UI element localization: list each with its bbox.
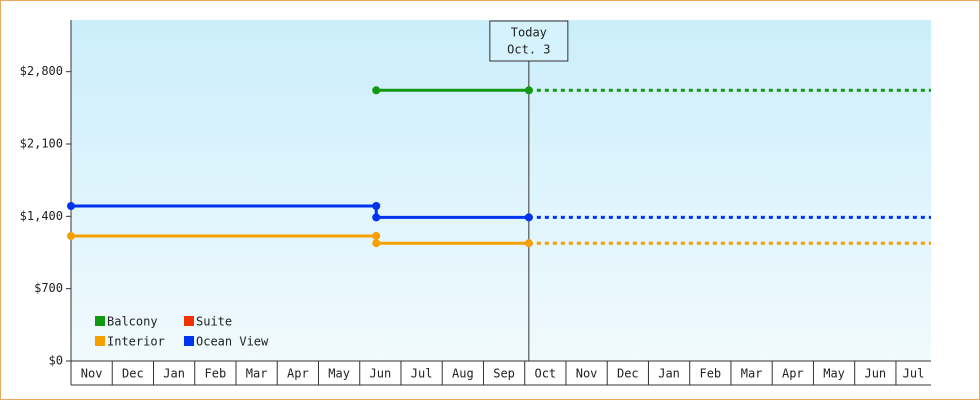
today-box xyxy=(489,20,569,62)
today-label: Today xyxy=(511,26,547,40)
point xyxy=(524,239,533,248)
point xyxy=(372,86,381,95)
x-tick-label: Mar xyxy=(741,367,763,381)
plot-area xyxy=(71,20,931,361)
legend-label: Interior xyxy=(107,335,165,349)
point xyxy=(372,213,381,222)
point xyxy=(372,202,381,210)
x-tick-label: Jun xyxy=(370,367,392,381)
legend-label: Ocean View xyxy=(196,335,269,349)
x-tick-label: Oct xyxy=(534,367,556,381)
y-tick-label: $700 xyxy=(34,281,63,295)
line-solid xyxy=(71,204,529,219)
y-tick-label: $2,100 xyxy=(20,137,63,151)
x-tick-label: May xyxy=(823,367,845,381)
legend-label: Suite xyxy=(196,315,232,329)
x-tick-label: Jan xyxy=(163,367,185,381)
legend-swatch xyxy=(95,316,105,326)
x-tick-label: Jul xyxy=(903,367,925,381)
legend-swatch xyxy=(184,336,194,346)
x-tick-label: Dec xyxy=(122,367,144,381)
y-tick-label: $1,400 xyxy=(20,209,63,223)
point xyxy=(524,86,533,95)
y-tick-label: $2,800 xyxy=(20,64,63,78)
x-tick-label: Jul xyxy=(411,367,433,381)
x-tick-label: Feb xyxy=(205,367,227,381)
x-tick-label: Feb xyxy=(699,367,721,381)
x-tick-label: Nov xyxy=(576,367,598,381)
point xyxy=(372,231,381,240)
legend-label: Balcony xyxy=(107,315,158,329)
x-tick-label: Apr xyxy=(782,367,804,381)
x-tick-label: Jan xyxy=(658,367,680,381)
x-tick-label: Sep xyxy=(493,367,515,381)
x-tick-label: Jun xyxy=(864,367,886,381)
x-tick-label: Mar xyxy=(246,367,268,381)
x-tick-label: May xyxy=(328,367,350,381)
legend-swatch xyxy=(95,336,105,346)
point xyxy=(372,239,381,248)
x-tick-label: Aug xyxy=(452,367,474,381)
y-tick-label: $0 xyxy=(49,354,63,368)
today-label: Oct. 3 xyxy=(507,43,550,57)
x-tick-label: Nov xyxy=(81,367,103,381)
x-tick-label: Apr xyxy=(287,367,309,381)
point xyxy=(67,231,75,240)
x-tick-label: Dec xyxy=(617,367,639,381)
point xyxy=(67,202,75,210)
point xyxy=(524,213,533,222)
legend-swatch xyxy=(184,316,194,326)
